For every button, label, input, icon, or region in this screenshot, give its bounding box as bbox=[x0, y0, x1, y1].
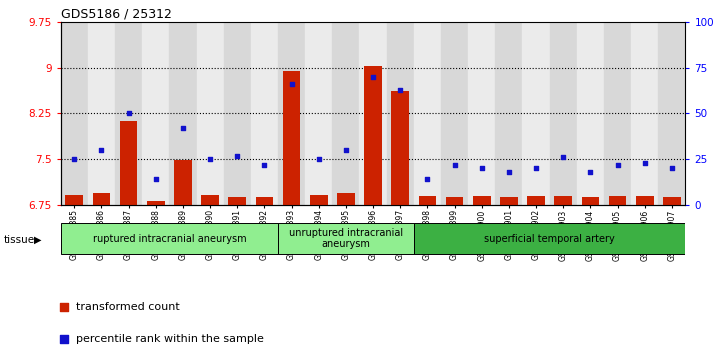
Text: transformed count: transformed count bbox=[76, 302, 180, 313]
Point bbox=[286, 81, 297, 87]
Bar bbox=[604, 22, 631, 205]
Point bbox=[69, 156, 80, 162]
Bar bbox=[61, 22, 88, 205]
Bar bbox=[278, 223, 414, 254]
Bar bbox=[66, 195, 83, 205]
Point bbox=[177, 125, 188, 131]
Bar bbox=[414, 22, 441, 205]
Text: tissue: tissue bbox=[4, 234, 35, 245]
Point bbox=[313, 156, 324, 162]
Bar bbox=[115, 22, 142, 205]
Bar bbox=[174, 160, 192, 205]
Point bbox=[531, 166, 542, 171]
Bar bbox=[391, 91, 409, 205]
Bar bbox=[581, 197, 599, 205]
Bar bbox=[473, 196, 491, 205]
Bar bbox=[550, 22, 577, 205]
Bar bbox=[256, 197, 273, 205]
Bar bbox=[663, 197, 680, 205]
Bar bbox=[93, 193, 110, 205]
Point bbox=[612, 162, 623, 168]
Text: superficial temporal artery: superficial temporal artery bbox=[484, 234, 615, 244]
Point bbox=[396, 135, 407, 141]
Point bbox=[422, 176, 433, 182]
Point bbox=[666, 166, 678, 171]
Bar bbox=[169, 22, 196, 205]
Bar bbox=[523, 22, 550, 205]
Text: ▶: ▶ bbox=[34, 234, 42, 245]
Bar bbox=[223, 22, 251, 205]
Bar bbox=[332, 22, 359, 205]
Bar bbox=[337, 193, 355, 205]
Point bbox=[476, 166, 488, 171]
Point bbox=[503, 169, 515, 175]
Bar bbox=[196, 22, 223, 205]
Point bbox=[558, 155, 569, 160]
Bar bbox=[636, 196, 653, 205]
Point bbox=[231, 153, 243, 159]
Bar bbox=[228, 197, 246, 205]
Bar bbox=[446, 197, 463, 205]
Bar bbox=[554, 196, 572, 205]
Point bbox=[340, 147, 351, 153]
Point bbox=[395, 87, 406, 93]
Bar bbox=[527, 196, 545, 205]
Bar bbox=[500, 197, 518, 205]
Point bbox=[449, 162, 461, 168]
Text: unruptured intracranial
aneurysm: unruptured intracranial aneurysm bbox=[289, 228, 403, 249]
Bar bbox=[61, 223, 278, 254]
Point bbox=[639, 160, 650, 166]
Bar bbox=[147, 201, 165, 205]
Bar bbox=[441, 22, 468, 205]
Text: ruptured intracranial aneurysm: ruptured intracranial aneurysm bbox=[93, 234, 246, 244]
Point bbox=[123, 110, 134, 116]
Point bbox=[367, 74, 378, 79]
Text: GDS5186 / 25312: GDS5186 / 25312 bbox=[61, 8, 171, 21]
Bar bbox=[496, 22, 523, 205]
Bar bbox=[120, 121, 137, 205]
Point bbox=[150, 176, 161, 182]
Bar bbox=[631, 22, 658, 205]
Bar bbox=[418, 196, 436, 205]
Bar bbox=[387, 22, 414, 205]
Bar bbox=[609, 196, 626, 205]
Bar bbox=[577, 22, 604, 205]
Bar bbox=[658, 22, 685, 205]
Text: percentile rank within the sample: percentile rank within the sample bbox=[76, 334, 264, 344]
Point bbox=[585, 169, 596, 175]
Bar bbox=[251, 22, 278, 205]
Bar bbox=[310, 195, 328, 205]
Point bbox=[204, 156, 216, 162]
Bar bbox=[88, 22, 115, 205]
Point bbox=[258, 162, 270, 168]
Bar bbox=[142, 22, 169, 205]
Bar bbox=[468, 22, 496, 205]
Point bbox=[96, 147, 107, 153]
Bar bbox=[364, 66, 382, 205]
Bar bbox=[414, 223, 685, 254]
Bar bbox=[359, 22, 387, 205]
Bar bbox=[201, 195, 219, 205]
Bar bbox=[278, 22, 305, 205]
Bar bbox=[283, 71, 301, 205]
Bar bbox=[305, 22, 332, 205]
